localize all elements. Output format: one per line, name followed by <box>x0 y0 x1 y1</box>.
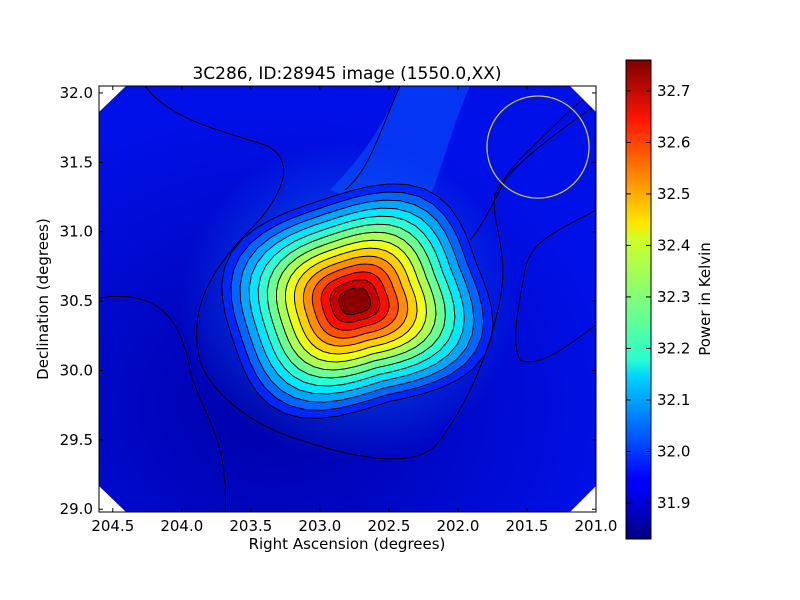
colorbar-tick-label: 32.3 <box>657 288 690 306</box>
colorbar-ticks: 31.9 32.0 32.1 32.2 32.3 32.4 32.5 32.6 32.7 <box>626 82 690 512</box>
x-tick-label: 204.0 <box>160 517 203 535</box>
contour-line <box>294 247 418 355</box>
chart-title: 3C286, ID:28945 image (1550.0,XX) <box>192 64 501 84</box>
contour-line <box>320 271 390 331</box>
outer-contour-2 <box>99 295 227 512</box>
x-tick-label: 201.5 <box>505 517 548 535</box>
outer-contours <box>99 86 596 512</box>
contour-line <box>285 239 428 363</box>
contour-line <box>329 279 381 324</box>
y-axis-label: Declination (degrees) <box>34 218 52 380</box>
x-axis: 204.5 204.0 203.5 203.0 202.5 202.0 201.5 201.0 <box>91 86 617 535</box>
x-tick-label: 202.0 <box>436 517 479 535</box>
x-axis-label: Right Ascension (degrees) <box>249 535 446 553</box>
contour-line <box>239 199 475 403</box>
x-tick-label: 204.5 <box>91 517 134 535</box>
colorbar-tick-label: 32.6 <box>657 133 690 151</box>
beam-circle <box>486 95 590 199</box>
contour-line <box>248 207 465 395</box>
x-tick-label: 202.5 <box>367 517 410 535</box>
y-tick-label: 29.0 <box>60 500 93 518</box>
contour-line <box>230 191 485 411</box>
x-tick-label: 201.0 <box>575 517 618 535</box>
colorbar-tick-label: 32.4 <box>657 236 690 254</box>
y-tick-label: 31.0 <box>60 223 93 241</box>
plot-area <box>99 86 596 512</box>
colorbar: 31.9 32.0 32.1 32.2 32.3 32.4 32.5 32.6 32.7 Pow… <box>625 59 714 540</box>
contour-line <box>276 231 437 371</box>
y-tick-label: 30.5 <box>60 292 93 310</box>
x-tick-label: 203.5 <box>229 517 272 535</box>
y-tick-label: 30.0 <box>60 361 93 379</box>
outer-contour-3 <box>515 209 596 363</box>
contour-line <box>266 223 446 379</box>
contour-line <box>302 255 409 347</box>
y-axis: 29.0 29.5 30.0 30.5 31.0 31.5 32.0 <box>60 84 596 518</box>
corner-notch-bl <box>99 486 126 512</box>
colorbar-tick-label: 32.2 <box>657 339 690 357</box>
y-tick-label: 32.0 <box>60 84 93 102</box>
y-tick-label: 29.5 <box>60 431 93 449</box>
colorbar-label: Power in Kelvin <box>696 242 714 356</box>
colorbar-gradient <box>625 59 652 540</box>
emission-tail <box>330 86 470 220</box>
contour-line <box>338 286 372 316</box>
contour-lines <box>221 183 494 419</box>
x-tick-label: 203.0 <box>298 517 341 535</box>
y-tick-label: 31.5 <box>60 153 93 171</box>
colorbar-tick-label: 31.9 <box>657 494 690 512</box>
peak-spot <box>340 288 369 311</box>
contour-line <box>257 215 456 387</box>
corner-notch-br <box>570 486 596 512</box>
outer-contour-4 <box>344 86 596 241</box>
contour-line <box>221 183 494 419</box>
outer-contour-1 <box>144 86 596 460</box>
plot-frame <box>98 85 597 513</box>
corner-notch-tl <box>99 86 126 112</box>
contour-line <box>311 263 399 339</box>
colorbar-tick-label: 32.5 <box>657 185 690 203</box>
corner-notch-tr <box>570 86 596 112</box>
colorbar-tick-label: 32.1 <box>657 391 690 409</box>
colorbar-tick-label: 32.0 <box>657 442 690 460</box>
colorbar-tick-label: 32.7 <box>657 82 690 100</box>
